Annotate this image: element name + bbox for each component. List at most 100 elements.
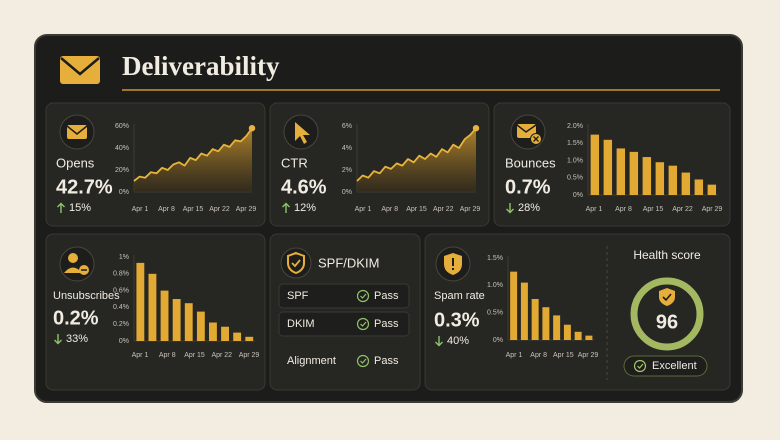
x-tick-label: Apr 29	[239, 352, 260, 359]
y-tick-label: 0%	[573, 192, 583, 199]
y-tick-label: 2%	[342, 167, 352, 174]
change-arrow	[282, 202, 290, 213]
metric-value: 0.3%	[434, 309, 480, 331]
auth-name: DKIM	[287, 318, 315, 330]
metric-value: 42.7%	[56, 176, 113, 198]
icon-unsubscribes	[59, 246, 95, 282]
x-tick-label: Apr 15	[406, 206, 427, 213]
metric-value: 4.6%	[281, 176, 327, 198]
y-tick-label: 60%	[115, 123, 129, 130]
y-tick-label: 1.5%	[567, 140, 583, 147]
change-arrow	[435, 336, 443, 347]
icon-spam	[435, 246, 471, 282]
y-tick-label: 0.4%	[113, 304, 129, 311]
y-tick-label: 0.2%	[113, 321, 129, 328]
y-tick-label: 1.0%	[487, 282, 503, 289]
metric-change: 40%	[447, 335, 469, 347]
y-tick-label: 0%	[493, 337, 503, 344]
x-tick-label: Apr 1	[132, 206, 149, 213]
auth-name: Alignment	[287, 355, 336, 367]
health-score: 96	[656, 311, 678, 333]
bar	[707, 184, 717, 195]
bar	[184, 303, 193, 341]
auth-status: Pass	[374, 355, 399, 367]
change-arrow	[506, 203, 514, 214]
bar	[616, 148, 626, 195]
auth-status: Pass	[374, 318, 399, 330]
y-tick-label: 0.5%	[567, 175, 583, 182]
bar	[136, 262, 145, 341]
health-status: Excellent	[652, 360, 697, 372]
x-tick-label: Apr 1	[355, 206, 372, 213]
bar	[531, 299, 539, 340]
bar	[668, 165, 678, 195]
check-icon	[356, 354, 370, 368]
x-tick-label: Apr 1	[586, 206, 603, 213]
bar	[553, 315, 561, 340]
auth-status: Pass	[374, 290, 399, 302]
bar	[520, 282, 528, 340]
check-icon	[360, 293, 367, 299]
health-title: Health score	[633, 248, 701, 262]
metric-label: Opens	[56, 155, 95, 170]
auth-name: SPF	[287, 290, 309, 302]
y-tick-label: 6%	[342, 123, 352, 130]
check-icon	[633, 359, 647, 373]
x-tick-label: Apr 1	[132, 352, 149, 359]
y-tick-label: 0%	[342, 189, 352, 196]
bar	[574, 331, 582, 340]
bar	[629, 151, 639, 195]
bar	[590, 134, 600, 195]
page-title: Deliverability	[122, 51, 280, 81]
health-shield	[659, 288, 675, 306]
y-tick-label: 1%	[119, 254, 129, 261]
y-tick-label: 0%	[119, 189, 129, 196]
check-icon	[356, 317, 370, 331]
metric-label: Unsubscribes	[53, 290, 120, 302]
health-pill	[623, 355, 708, 377]
change-arrow	[54, 334, 62, 345]
x-tick-label: Apr 8	[159, 352, 176, 359]
bar	[655, 162, 665, 195]
icon-opens	[59, 114, 95, 150]
bar	[563, 324, 571, 340]
x-tick-label: Apr 29	[236, 206, 257, 213]
y-tick-label: 1.5%	[487, 255, 503, 262]
mail-icon	[60, 56, 100, 84]
x-tick-label: Apr 8	[158, 206, 175, 213]
metric-value: 0.7%	[505, 176, 551, 198]
icon-ctr	[283, 114, 319, 150]
icon-auth	[280, 247, 312, 279]
x-tick-label: Apr 15	[643, 206, 664, 213]
end-dot	[472, 125, 480, 132]
line	[133, 127, 253, 182]
x-tick-label: Apr 29	[702, 206, 723, 213]
y-tick-label: 4%	[342, 145, 352, 152]
bar	[160, 290, 169, 341]
metric-label: Spam rate	[434, 290, 485, 302]
change-arrow	[57, 202, 65, 213]
check-icon	[360, 321, 367, 327]
x-tick-label: Apr 22	[211, 352, 232, 359]
bar	[510, 271, 518, 340]
card-spam-health	[424, 233, 731, 391]
metric-change: 33%	[66, 333, 88, 345]
auth-row-box	[278, 311, 410, 337]
metric-label: Bounces	[505, 155, 556, 170]
metric-change: 15%	[69, 202, 91, 214]
y-tick-label: 40%	[115, 145, 129, 152]
auth-row-box	[278, 283, 410, 309]
area	[134, 128, 252, 192]
x-tick-label: Apr 15	[553, 352, 574, 359]
end-dot	[248, 125, 256, 132]
health-ring	[630, 277, 704, 351]
bar	[233, 332, 242, 341]
check-icon	[356, 289, 370, 303]
x-tick-label: Apr 22	[672, 206, 693, 213]
card-ctr	[269, 102, 490, 227]
check-icon	[637, 363, 644, 369]
bar	[209, 322, 217, 341]
bar	[245, 336, 254, 341]
x-tick-label: Apr 1	[506, 352, 523, 359]
